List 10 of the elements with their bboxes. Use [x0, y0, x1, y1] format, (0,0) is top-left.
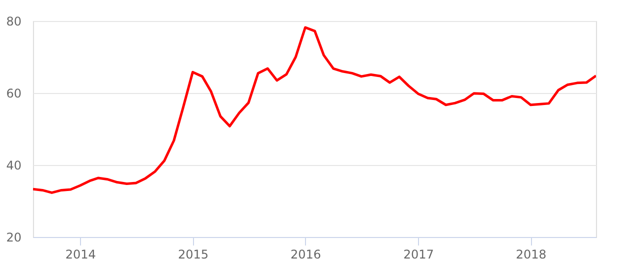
- y-tick-label: 40: [6, 158, 22, 172]
- x-tick-label: 2015: [178, 248, 208, 262]
- y-tick-label: 20: [6, 230, 22, 244]
- x-tick-label: 2017: [403, 248, 434, 262]
- y-tick-label: 60: [6, 86, 22, 100]
- x-tick-label: 2016: [290, 248, 322, 262]
- x-tick-label: 2014: [65, 248, 96, 262]
- line-series: [33, 26, 596, 194]
- x-tick-label: 2018: [516, 248, 546, 262]
- y-tick-label: 80: [6, 14, 22, 28]
